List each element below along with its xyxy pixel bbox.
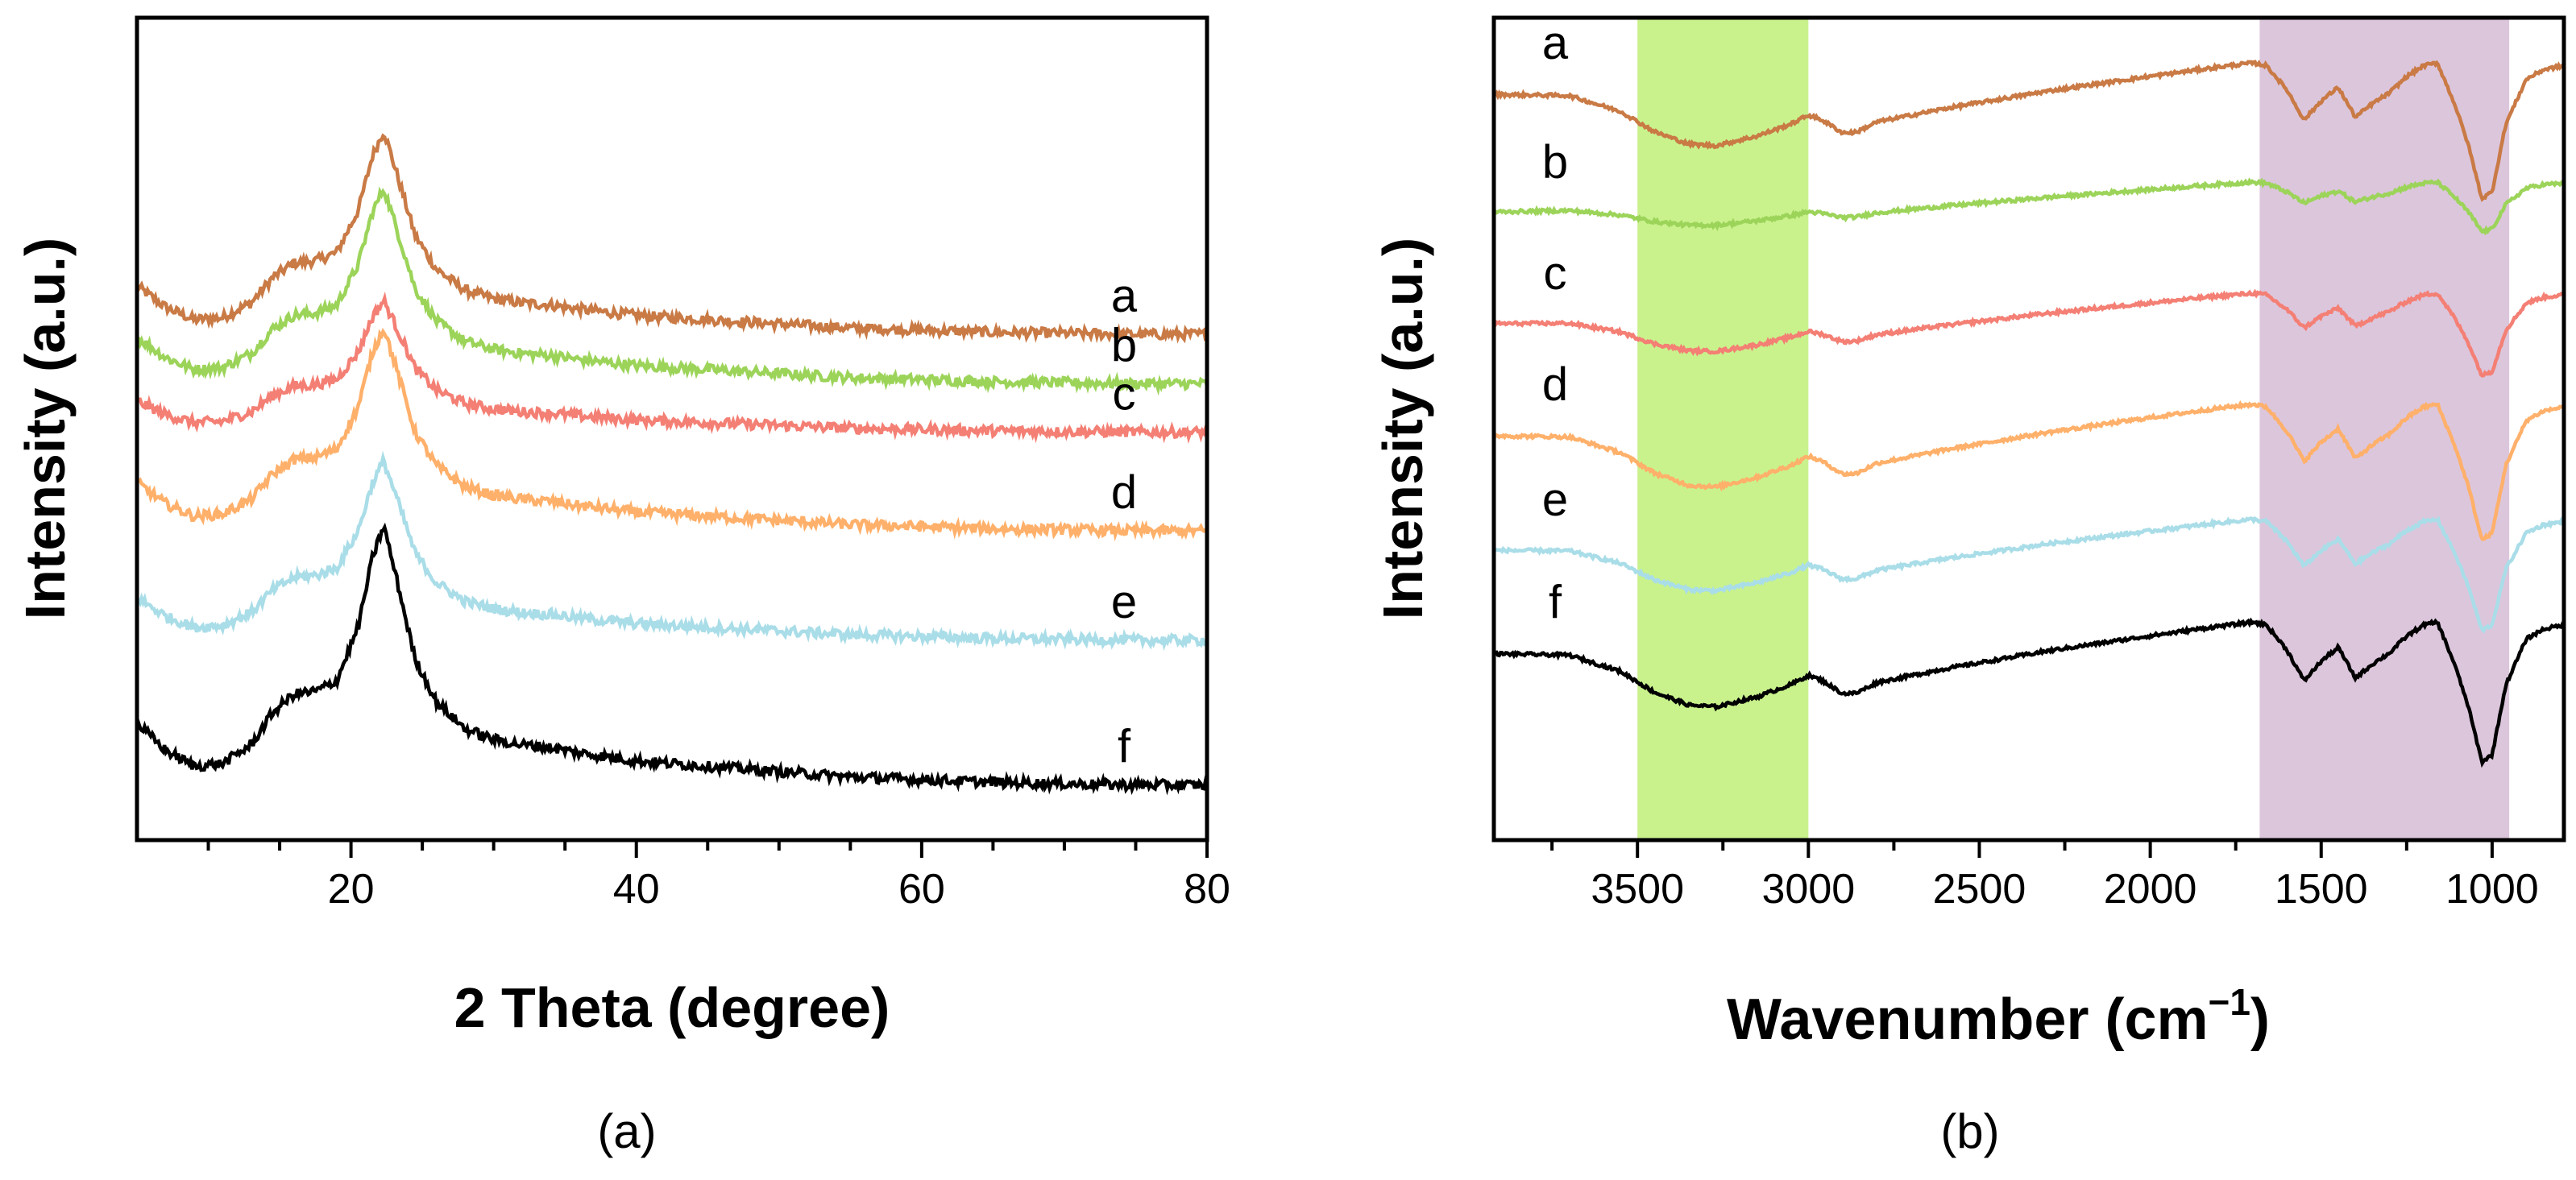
ftir-series-e (1492, 515, 2565, 634)
panel-b-y-axis-title: Intensity (a.u.) (1371, 238, 1434, 619)
x-tick-label: 2500 (1933, 866, 2026, 913)
panel-b-x-axis-title-main: Wavenumber (cm (1727, 987, 2208, 1052)
xrd-series-d (135, 327, 1208, 542)
curve-label-b: b (1542, 136, 1568, 188)
panel-b-curves (1492, 60, 2566, 768)
panel-a-curves (135, 133, 1209, 796)
xrd-series-a (135, 133, 1208, 344)
xrd-series-f (135, 522, 1209, 796)
ftir-series-b (1493, 177, 2566, 236)
panel-b-x-axis-title-suffix: ) (2250, 987, 2270, 1052)
x-tick-label: 2000 (2104, 866, 2197, 913)
x-tick-label: 20 (328, 866, 375, 913)
curve-label-d: d (1542, 358, 1568, 411)
panel-b-plot-frame (1491, 15, 2566, 843)
xrd-series-c (135, 291, 1209, 445)
panel-b-x-ticks (1550, 840, 2494, 858)
panel-a-caption: (a) (597, 1104, 656, 1158)
panel-b-x-tick-labels: 3500 3000 2500 2000 1500 1000 (1591, 866, 2538, 913)
curve-label-f: f (1549, 576, 1562, 628)
x-tick-label: 1000 (2445, 866, 2539, 913)
x-tick-label: 3500 (1591, 866, 1684, 913)
ftir-series-c (1493, 288, 2565, 378)
curve-label-d: d (1111, 466, 1137, 519)
ftir-series-d (1492, 400, 2566, 541)
xrd-series-e (135, 450, 1209, 652)
curve-label-a: a (1111, 270, 1138, 322)
panel-b-x-axis-title-superscript: −1 (2209, 981, 2250, 1023)
curve-label-b: b (1111, 319, 1137, 371)
ftir-series-a (1493, 60, 2566, 202)
curve-label-e: e (1542, 474, 1568, 526)
curve-label-c: c (1544, 247, 1567, 300)
panel-a-y-axis-title: Intensity (a.u.) (14, 238, 77, 619)
x-tick-label: 1500 (2275, 866, 2368, 913)
ftir-series-f (1493, 617, 2565, 768)
panel-b-curve-labels: a b c d ef (1542, 17, 1569, 628)
panel-a-x-tick-labels: 20 40 60 80 (328, 866, 1230, 913)
curve-label-e: e (1111, 576, 1137, 628)
panel-b-caption: (b) (1940, 1104, 1999, 1158)
xrd-series-b (135, 186, 1209, 396)
panel-a-plot-frame (135, 15, 1209, 843)
x-tick-label: 60 (898, 866, 945, 913)
panel-a-x-axis-title: 2 Theta (degree) (454, 976, 890, 1039)
curve-label-c: c (1113, 368, 1136, 420)
panel-a-x-ticks (206, 840, 1209, 858)
curve-label-a: a (1542, 17, 1569, 69)
curve-label-f: f (1118, 721, 1131, 773)
x-tick-label: 80 (1184, 866, 1230, 913)
x-tick-label: 3000 (1761, 866, 1855, 913)
panel-b-ftir-chart: 3500 3000 2500 2000 1500 1000 a b c d ef Wavenumb… (1371, 15, 2566, 1158)
panel-b-x-axis-title: Wavenumber (cm−1) (1727, 981, 2270, 1052)
x-tick-label: 40 (613, 866, 660, 913)
